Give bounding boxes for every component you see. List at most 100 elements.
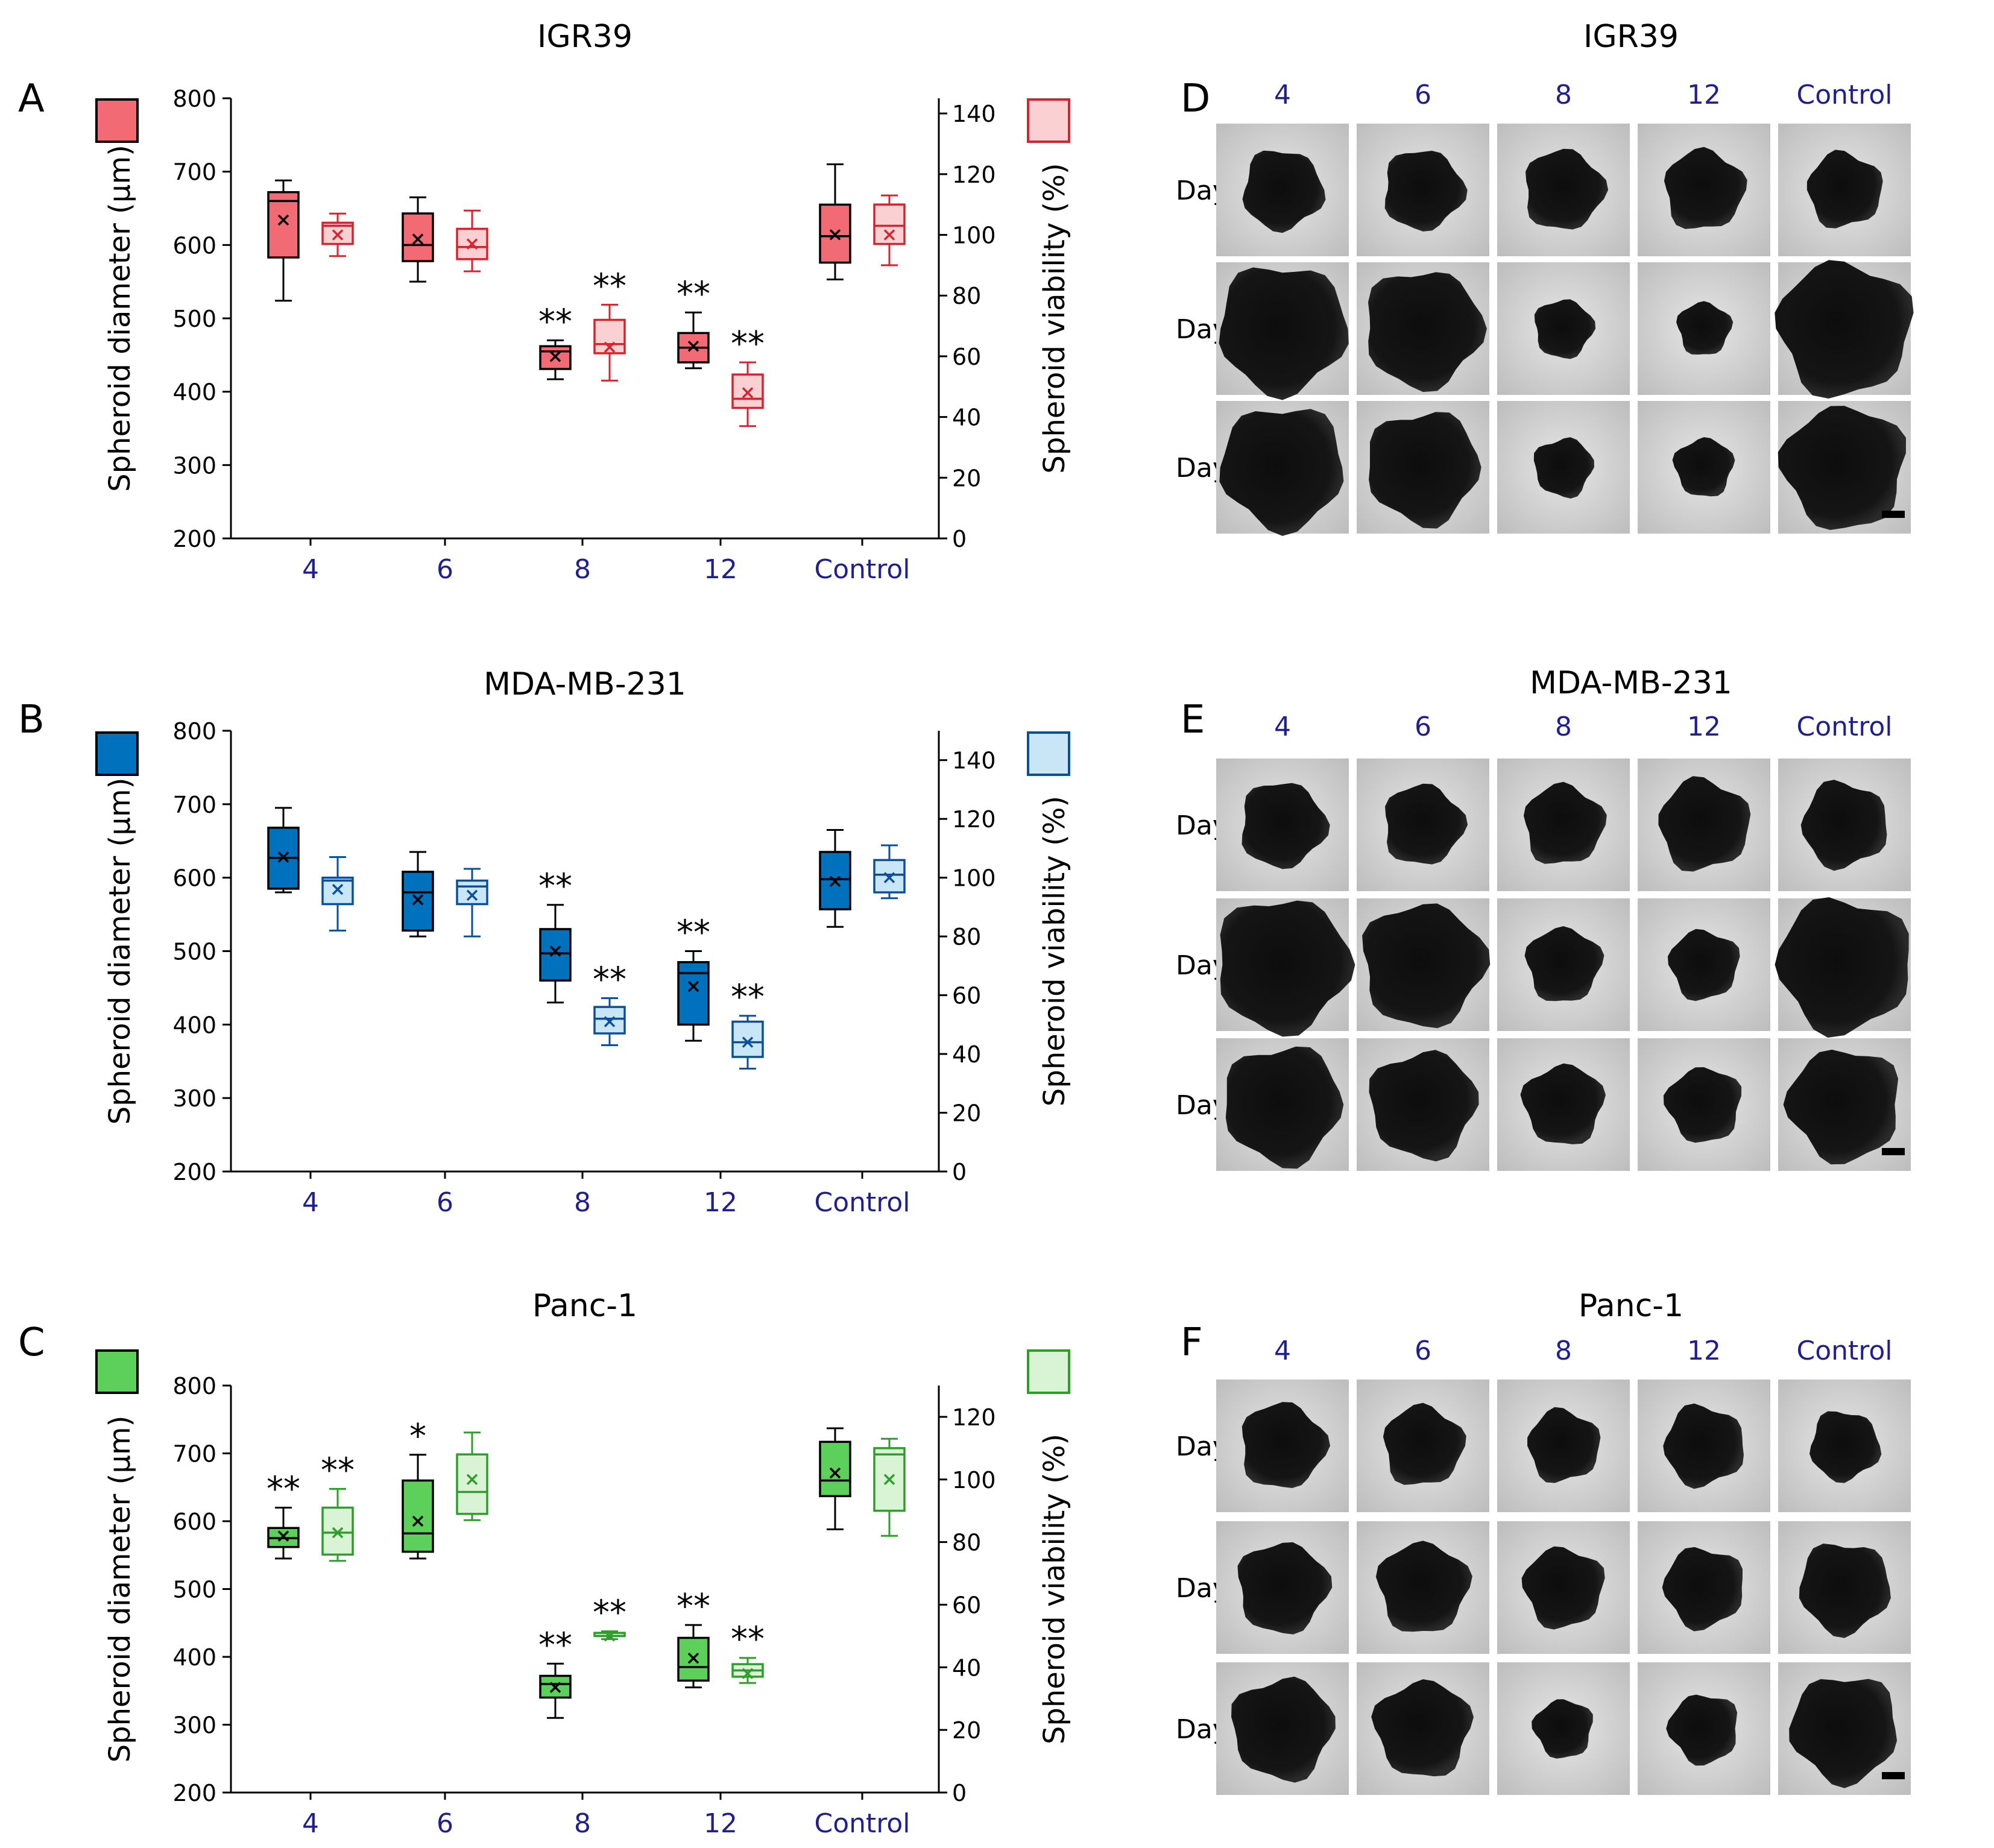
y-tick-label: 800 — [172, 718, 216, 745]
chart-title: IGR39 — [537, 19, 633, 55]
box-iqr — [873, 203, 906, 245]
spheroid — [1220, 900, 1355, 1037]
box-iqr — [456, 879, 488, 906]
y2-axis-label: Spheroid viability (%) — [1038, 796, 1071, 1106]
significance-label: ** — [731, 324, 765, 364]
y2-tick-label: 40 — [952, 1654, 981, 1681]
box-viability — [321, 212, 354, 257]
y2-tick-label: 20 — [952, 465, 981, 491]
y-tick-label: 600 — [172, 865, 216, 892]
box-iqr — [819, 851, 851, 910]
y2-axis-label: Spheroid viability (%) — [1038, 163, 1071, 473]
x-tick-label: 12 — [704, 554, 737, 585]
box-mean-marker — [549, 945, 561, 957]
micrograph-tile — [1778, 1662, 1911, 1795]
micrograph-tile — [1216, 401, 1349, 536]
chart-title: MDA-MB-231 — [484, 666, 686, 702]
box-diameter: ** — [538, 303, 572, 380]
box-diameter — [267, 179, 300, 302]
y-tick-label: 800 — [172, 1373, 216, 1399]
significance-label: ** — [677, 274, 710, 314]
y2-tick-label: 100 — [952, 865, 996, 892]
spheroid — [1369, 412, 1481, 529]
legend-swatch-viability — [1027, 731, 1070, 776]
micrograph-tile — [1497, 898, 1630, 1031]
micrograph-tile — [1638, 1521, 1770, 1654]
box-viability: ** — [321, 1451, 355, 1562]
micrograph-tile — [1638, 124, 1770, 256]
micrograph-column-label: 4 — [1274, 80, 1291, 110]
spheroid — [1524, 926, 1604, 1001]
box-mean-marker — [604, 341, 616, 353]
spheroid — [1384, 151, 1468, 232]
significance-label: ** — [593, 1594, 626, 1633]
box-mean-marker — [687, 340, 699, 352]
significance-label: ** — [538, 867, 572, 906]
y2-tick-label: 80 — [952, 1530, 981, 1556]
box-diameter — [267, 807, 300, 894]
spheroid — [1237, 1542, 1333, 1635]
box-mean-marker — [549, 351, 561, 362]
y2-tick-label: 140 — [952, 748, 996, 774]
y-tick-label: 800 — [172, 86, 216, 112]
spheroid — [1371, 1679, 1474, 1777]
panel-letter: B — [18, 698, 45, 742]
y-tick-label: 300 — [172, 1712, 216, 1739]
box-mean-marker — [687, 980, 699, 992]
spheroid — [1664, 147, 1747, 229]
spheroid — [1231, 1676, 1336, 1783]
micrograph-tile — [1216, 758, 1349, 891]
box-viability: ** — [593, 1594, 626, 1642]
box-viability — [456, 868, 488, 938]
panel-letter: F — [1181, 1320, 1203, 1365]
y2-tick-label: 40 — [952, 405, 981, 431]
y-tick-label: 200 — [172, 1159, 216, 1185]
y-tick-label: 600 — [172, 1509, 216, 1535]
micrograph-column-label: 8 — [1555, 711, 1572, 742]
box-mean-marker — [742, 1668, 754, 1679]
y-tick-label: 500 — [172, 306, 216, 332]
box-iqr — [819, 1440, 851, 1498]
significance-label: ** — [321, 1451, 355, 1490]
spheroid — [1533, 437, 1594, 499]
box-iqr — [677, 961, 710, 1026]
box-mean-marker — [829, 875, 841, 887]
box-mean-marker — [742, 387, 754, 399]
panel-letter: D — [1181, 77, 1210, 121]
box-mean-marker — [604, 1630, 616, 1642]
x-tick-label: Control — [814, 554, 910, 585]
micrograph-tile — [1638, 1662, 1770, 1795]
box-mean-marker — [883, 229, 895, 241]
box-iqr — [456, 1453, 488, 1515]
y2-tick-label: 0 — [952, 1780, 967, 1806]
box-mean-marker — [883, 1474, 895, 1486]
x-tick-label: 6 — [437, 554, 453, 585]
micrograph-column-label: Control — [1796, 711, 1892, 742]
micrograph-column-label: 6 — [1415, 711, 1431, 742]
micrograph-column-label: 12 — [1687, 711, 1721, 742]
micrograph-tile — [1216, 1380, 1349, 1512]
micrograph-tile — [1775, 260, 1914, 399]
significance-label: ** — [593, 266, 626, 306]
box-mean-marker — [277, 214, 289, 226]
spheroid — [1532, 1699, 1593, 1759]
box-iqr — [402, 212, 434, 262]
micrograph-tile — [1216, 1521, 1349, 1654]
box-viability — [873, 844, 906, 900]
micrograph-tile — [1216, 124, 1349, 256]
box-diameter — [402, 851, 434, 938]
micrograph-tile — [1638, 401, 1770, 534]
y-tick-label: 700 — [172, 792, 216, 818]
y2-tick-label: 60 — [952, 344, 981, 370]
box-mean-marker — [604, 1016, 616, 1027]
x-tick-label: 6 — [437, 1808, 453, 1839]
spheroid — [1799, 1544, 1891, 1638]
box-mean-marker — [466, 1474, 478, 1486]
micrograph-tile — [1497, 262, 1630, 395]
y-axis-label: Spheroid diameter (µm) — [103, 1416, 137, 1763]
spheroid — [1667, 929, 1740, 1001]
box-iqr — [731, 1020, 764, 1058]
box-diameter: ** — [677, 1587, 710, 1689]
